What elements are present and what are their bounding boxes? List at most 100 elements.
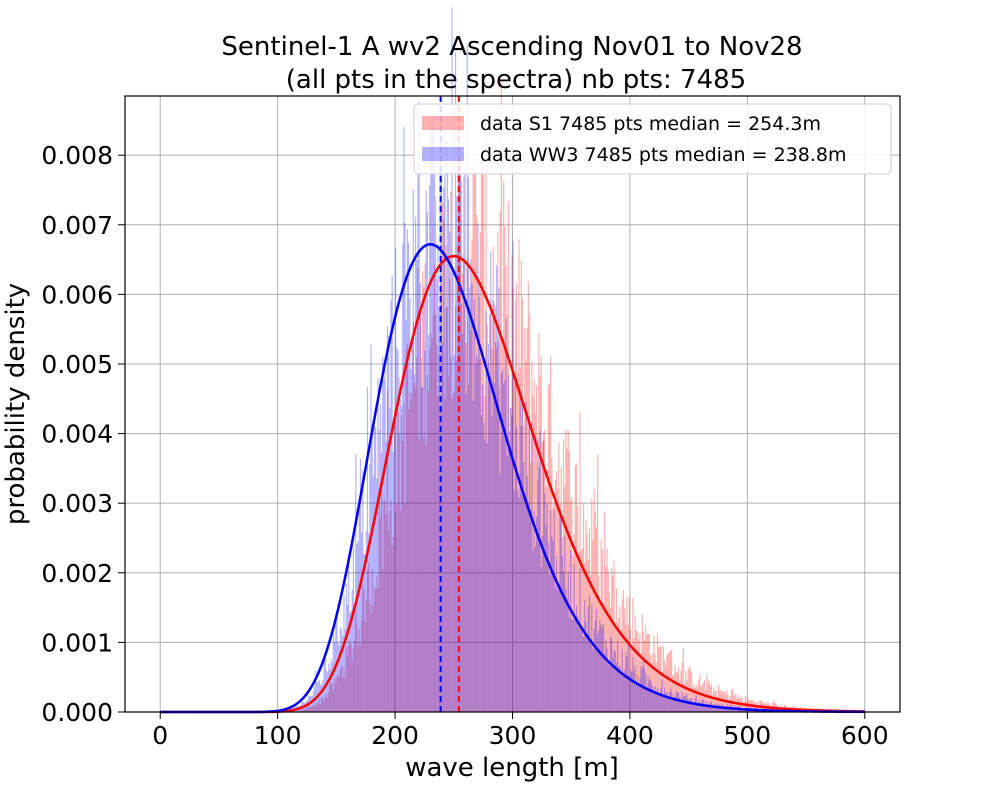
histogram-bar <box>356 543 358 712</box>
histogram-bar <box>633 637 635 712</box>
histogram-bar <box>687 669 689 712</box>
histogram-bar <box>663 659 666 712</box>
histogram-bar <box>550 355 552 712</box>
histogram-bar <box>636 674 639 712</box>
histogram-bar <box>429 348 431 712</box>
histogram-bar <box>376 478 378 712</box>
histogram-bar <box>618 617 620 712</box>
histogram-bar <box>436 344 438 712</box>
histogram-bar <box>676 692 679 712</box>
histogram-bar <box>452 267 454 712</box>
histogram-bar <box>699 701 701 712</box>
histogram-bar <box>474 364 477 712</box>
legend-swatch-ww3 <box>422 147 464 161</box>
histogram-bar <box>609 636 612 712</box>
histogram-bar <box>431 126 433 713</box>
histogram-bar <box>415 216 417 712</box>
histogram-bar <box>442 202 444 713</box>
histogram-bar <box>426 374 428 712</box>
histogram-bar <box>725 707 727 712</box>
histogram-bar <box>521 299 524 712</box>
histogram-bar <box>368 533 370 712</box>
histogram-bar <box>612 575 614 712</box>
histogram-bar <box>570 500 572 712</box>
histogram-bar <box>723 706 726 712</box>
histogram-bar <box>332 690 335 712</box>
histogram-bar <box>373 586 376 712</box>
y-tick-label: 0.008 <box>41 141 113 170</box>
histogram-bar <box>698 701 700 712</box>
histogram-bar <box>636 631 639 712</box>
histogram-bar <box>690 672 693 712</box>
histogram-bar <box>517 489 519 712</box>
histogram-bar <box>568 617 571 712</box>
histogram-bar <box>685 695 687 712</box>
histogram-bar <box>735 708 737 712</box>
histogram-bar <box>714 691 716 712</box>
histogram-bar <box>617 641 619 712</box>
histogram-bar <box>372 606 374 712</box>
histogram-bar <box>343 666 345 712</box>
histogram-bar <box>690 698 693 712</box>
histogram-bar <box>728 699 730 712</box>
histogram-bar <box>329 669 331 712</box>
histogram-bar <box>315 704 317 712</box>
histogram-bar <box>546 503 548 712</box>
histogram-bar <box>687 698 689 712</box>
histogram-bar <box>640 653 642 712</box>
histogram-bar <box>331 683 333 712</box>
histogram-bar <box>553 502 555 712</box>
histogram-bar <box>410 369 412 712</box>
histogram-bar <box>671 691 673 712</box>
histogram-bar <box>432 314 434 712</box>
histogram-bar <box>466 257 468 712</box>
histogram-bar <box>516 283 518 712</box>
histogram-bar <box>379 518 381 712</box>
histogram-bar <box>705 690 707 712</box>
histogram-bar <box>371 569 373 712</box>
histogram-bar <box>311 695 313 712</box>
histogram-bar <box>625 652 627 712</box>
histogram-bar <box>613 560 615 712</box>
histogram-bar <box>692 687 694 712</box>
histogram-bar <box>339 668 342 712</box>
histogram-bar <box>588 594 590 712</box>
histogram-bar <box>609 607 612 712</box>
histogram-bar <box>322 680 324 712</box>
histogram-bar <box>420 386 423 712</box>
histogram-bar <box>715 690 717 712</box>
legend-box <box>413 103 892 175</box>
histogram-bar <box>484 439 486 712</box>
histogram-bar <box>631 644 633 712</box>
histogram-bar <box>642 631 645 712</box>
histogram-bar <box>459 143 461 712</box>
histogram-bar <box>525 402 527 712</box>
histogram-bar <box>498 287 500 712</box>
histogram-bar <box>393 409 396 712</box>
histogram-bar <box>629 629 632 712</box>
histogram-bar <box>338 645 340 712</box>
histogram-bar <box>505 266 507 712</box>
histogram-bar <box>487 362 490 712</box>
y-tick-label: 0.001 <box>41 628 113 657</box>
histogram-bar <box>647 633 649 712</box>
histogram-bar <box>304 709 306 712</box>
histogram-bar <box>668 692 670 712</box>
histogram-bar <box>545 487 547 712</box>
histogram-bar <box>513 375 515 712</box>
histogram-bar <box>539 430 541 712</box>
histogram-bar <box>611 567 613 712</box>
histogram-bar <box>423 437 425 712</box>
histogram-bar <box>712 704 714 712</box>
histogram-bar <box>773 700 775 712</box>
histogram-bar <box>350 643 352 712</box>
histogram-bar <box>310 696 312 712</box>
histogram-bar <box>729 696 731 712</box>
histogram-bar <box>530 462 532 712</box>
histogram-bar <box>473 299 475 712</box>
histogram-bar <box>479 232 481 712</box>
histogram-bar <box>388 530 390 712</box>
histogram-bar <box>520 425 522 712</box>
histogram-bar <box>375 589 377 712</box>
histogram-bar <box>335 682 337 712</box>
